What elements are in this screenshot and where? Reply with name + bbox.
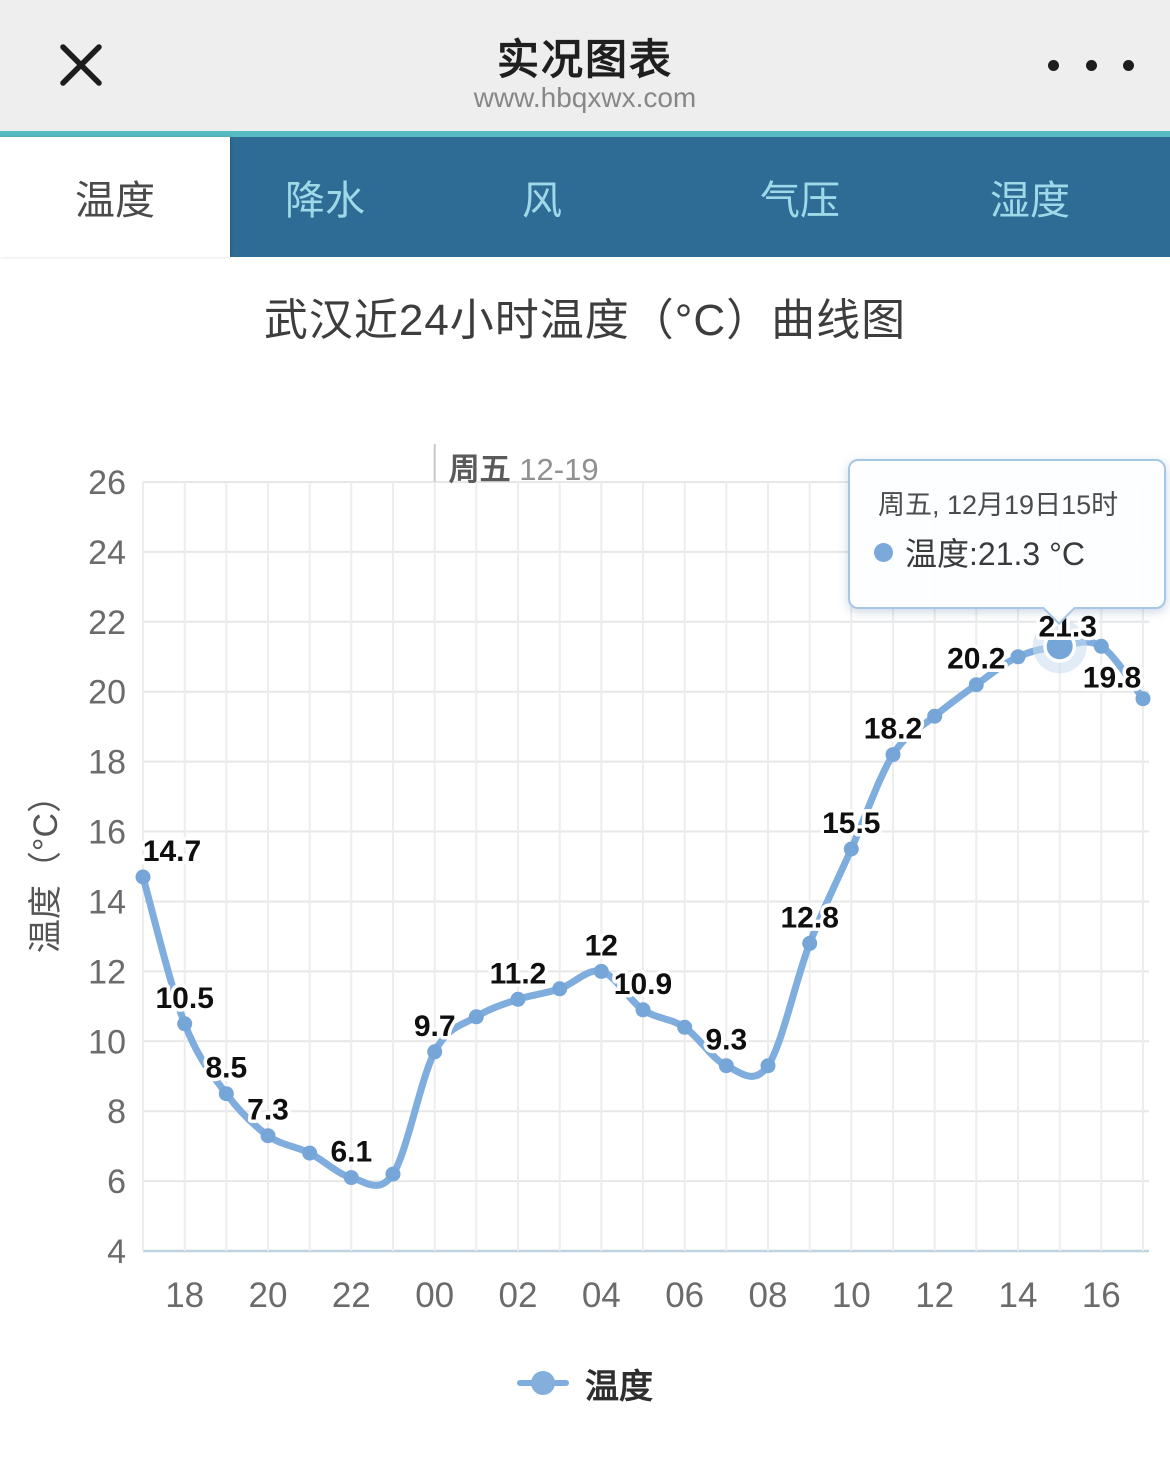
data-point-label: 14.7 — [143, 835, 201, 868]
page-url: www.hbqxwx.com — [473, 82, 697, 113]
data-point — [1010, 649, 1026, 665]
data-point — [635, 1002, 651, 1018]
data-point-label: 7.3 — [247, 1094, 289, 1127]
data-point — [427, 1044, 443, 1060]
data-point — [968, 677, 984, 693]
chart-title: 武汉近24小时温度（°C）曲线图 — [263, 296, 907, 345]
data-point-label: 9.3 — [705, 1024, 747, 1057]
y-tick-label: 12 — [88, 953, 126, 991]
x-tick-label: 12 — [915, 1276, 954, 1315]
y-tick-label: 20 — [88, 674, 126, 712]
tab-wind[interactable]: 风 — [522, 179, 562, 223]
close-icon[interactable] — [56, 40, 106, 90]
data-point — [468, 1009, 484, 1025]
data-point-label: 12.8 — [781, 901, 839, 934]
data-point — [177, 1016, 193, 1032]
data-point — [843, 841, 859, 857]
y-tick-label: 16 — [88, 814, 126, 852]
highlighted-data-point — [1046, 633, 1073, 660]
chart-tooltip: 周五, 12月19日15时 温度:21.3 °C — [848, 459, 1166, 625]
tab-humidity[interactable]: 湿度 — [990, 179, 1070, 223]
y-tick-label: 24 — [88, 534, 126, 572]
menu-dot — [1048, 59, 1059, 71]
x-tick-label: 06 — [665, 1276, 704, 1315]
data-point-label: 15.5 — [822, 807, 880, 840]
y-tick-label: 6 — [107, 1163, 126, 1201]
y-tick-label: 4 — [107, 1233, 126, 1271]
y-tick-label: 8 — [107, 1093, 126, 1131]
data-point-label: 10.9 — [614, 968, 672, 1001]
tab-pressure[interactable]: 气压 — [760, 179, 840, 223]
x-tick-label: 16 — [1082, 1276, 1121, 1315]
y-tick-label: 22 — [88, 604, 126, 642]
data-point — [218, 1086, 234, 1102]
series-dot-icon — [874, 542, 893, 562]
data-point — [135, 869, 151, 885]
data-point — [302, 1145, 318, 1161]
y-tick-label: 10 — [88, 1023, 126, 1061]
data-point — [510, 991, 526, 1007]
y-tick-label: 18 — [88, 744, 126, 782]
tooltip-value: 温度:21.3 °C — [905, 536, 1085, 572]
header: 实况图表 www.hbqxwx.com — [0, 0, 1170, 131]
accent-strip — [0, 131, 1170, 137]
x-tick-label: 08 — [749, 1276, 788, 1315]
tooltip-time: 周五, 12月19日15时 — [878, 490, 1119, 520]
data-point — [343, 1170, 359, 1186]
x-tick-label: 04 — [582, 1276, 621, 1315]
day-split-label: 周五 12-19 — [449, 452, 599, 487]
x-tick-label: 02 — [499, 1276, 538, 1315]
x-tick-label: 22 — [332, 1276, 371, 1315]
menu-dot — [1123, 59, 1134, 71]
page-title: 实况图表 — [496, 36, 673, 83]
data-point — [927, 708, 943, 724]
menu-dot — [1085, 59, 1097, 71]
data-point — [802, 935, 818, 951]
data-point — [760, 1058, 776, 1074]
legend-label: 温度 — [585, 1367, 653, 1406]
x-tick-label: 00 — [415, 1276, 454, 1315]
tab-precipitation[interactable]: 降水 — [285, 179, 365, 223]
line-dot-marker-icon — [517, 1370, 569, 1396]
temperature-line-chart[interactable]: 4 6 8 10 12 14 16 18 20 22 24 26 18 20 22 00 02 04 06 08 10 1… — [0, 440, 1170, 1340]
y-tick-label: 14 — [88, 884, 126, 922]
data-point-label: 6.1 — [330, 1136, 372, 1169]
data-point — [677, 1019, 693, 1035]
data-point-label: 8.5 — [205, 1052, 247, 1085]
tooltip-series-row: 温度:21.3 °C — [874, 529, 1085, 575]
x-tick-label: 10 — [832, 1276, 871, 1315]
data-point — [718, 1058, 734, 1074]
data-point-label: 12 — [585, 929, 618, 962]
x-tick-label: 20 — [249, 1276, 288, 1315]
tab-temperature[interactable]: 温度 — [0, 137, 230, 257]
data-point-label: 9.7 — [414, 1010, 456, 1043]
more-menu-icon[interactable] — [1048, 50, 1134, 80]
x-tick-label: 18 — [165, 1276, 204, 1315]
legend-item-temperature[interactable]: 温度 — [517, 1359, 653, 1408]
data-point-label: 21.3 — [1039, 610, 1097, 643]
y-tick-label: 26 — [88, 464, 126, 502]
data-point-label: 20.2 — [947, 643, 1005, 676]
data-point-label: 18.2 — [864, 713, 922, 746]
chart-legend: 温度 — [0, 1358, 1170, 1408]
data-point-label: 10.5 — [156, 982, 214, 1015]
data-point — [385, 1166, 401, 1182]
data-point-label: 19.8 — [1083, 662, 1141, 695]
data-point — [1093, 638, 1109, 654]
y-axis-title: 温度（°C） — [27, 779, 65, 953]
data-point — [885, 747, 901, 763]
data-point — [260, 1128, 276, 1144]
data-point — [1135, 691, 1151, 707]
x-tick-label: 14 — [999, 1276, 1038, 1315]
data-point-label: 11.2 — [490, 957, 547, 990]
data-point — [593, 963, 609, 979]
data-point — [552, 981, 568, 997]
tab-bar: 温度 降水 风 气压 湿度 — [0, 137, 1170, 257]
